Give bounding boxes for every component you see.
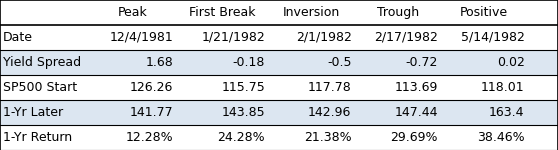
Text: 141.77: 141.77 (129, 106, 173, 119)
Text: Peak: Peak (118, 6, 147, 19)
Text: Date: Date (3, 31, 33, 44)
Text: -0.72: -0.72 (406, 56, 438, 69)
Text: 2/17/1982: 2/17/1982 (374, 31, 438, 44)
Text: SP500 Start: SP500 Start (3, 81, 77, 94)
Text: 1.68: 1.68 (145, 56, 173, 69)
Text: 21.38%: 21.38% (304, 131, 352, 144)
Text: 1-Yr Return: 1-Yr Return (3, 131, 72, 144)
Text: -0.5: -0.5 (327, 56, 352, 69)
Text: 5/14/1982: 5/14/1982 (461, 31, 525, 44)
Text: 163.4: 163.4 (489, 106, 525, 119)
Text: 12.28%: 12.28% (126, 131, 173, 144)
Text: 2/1/1982: 2/1/1982 (296, 31, 352, 44)
Text: Trough: Trough (377, 6, 418, 19)
Text: -0.18: -0.18 (233, 56, 265, 69)
Text: 115.75: 115.75 (222, 81, 265, 94)
Bar (0, 100, 558, 125)
Bar (0, 50, 558, 75)
Text: 118.01: 118.01 (481, 81, 525, 94)
Text: 126.26: 126.26 (129, 81, 173, 94)
Text: 117.78: 117.78 (308, 81, 352, 94)
Text: 113.69: 113.69 (395, 81, 438, 94)
Text: 38.46%: 38.46% (477, 131, 525, 144)
Text: 12/4/1981: 12/4/1981 (109, 31, 173, 44)
Text: 143.85: 143.85 (222, 106, 265, 119)
Text: Positive: Positive (460, 6, 508, 19)
Bar (0, 125, 558, 150)
Text: Inversion: Inversion (282, 6, 340, 19)
Text: Yield Spread: Yield Spread (3, 56, 81, 69)
Bar (0, 75, 558, 100)
Text: First Break: First Break (189, 6, 255, 19)
Bar (0, 25, 558, 50)
Text: 24.28%: 24.28% (218, 131, 265, 144)
Text: 29.69%: 29.69% (391, 131, 438, 144)
Text: 0.02: 0.02 (497, 56, 525, 69)
Text: 1-Yr Later: 1-Yr Later (3, 106, 63, 119)
Text: 1/21/1982: 1/21/1982 (201, 31, 265, 44)
Text: 147.44: 147.44 (395, 106, 438, 119)
Text: 142.96: 142.96 (308, 106, 352, 119)
